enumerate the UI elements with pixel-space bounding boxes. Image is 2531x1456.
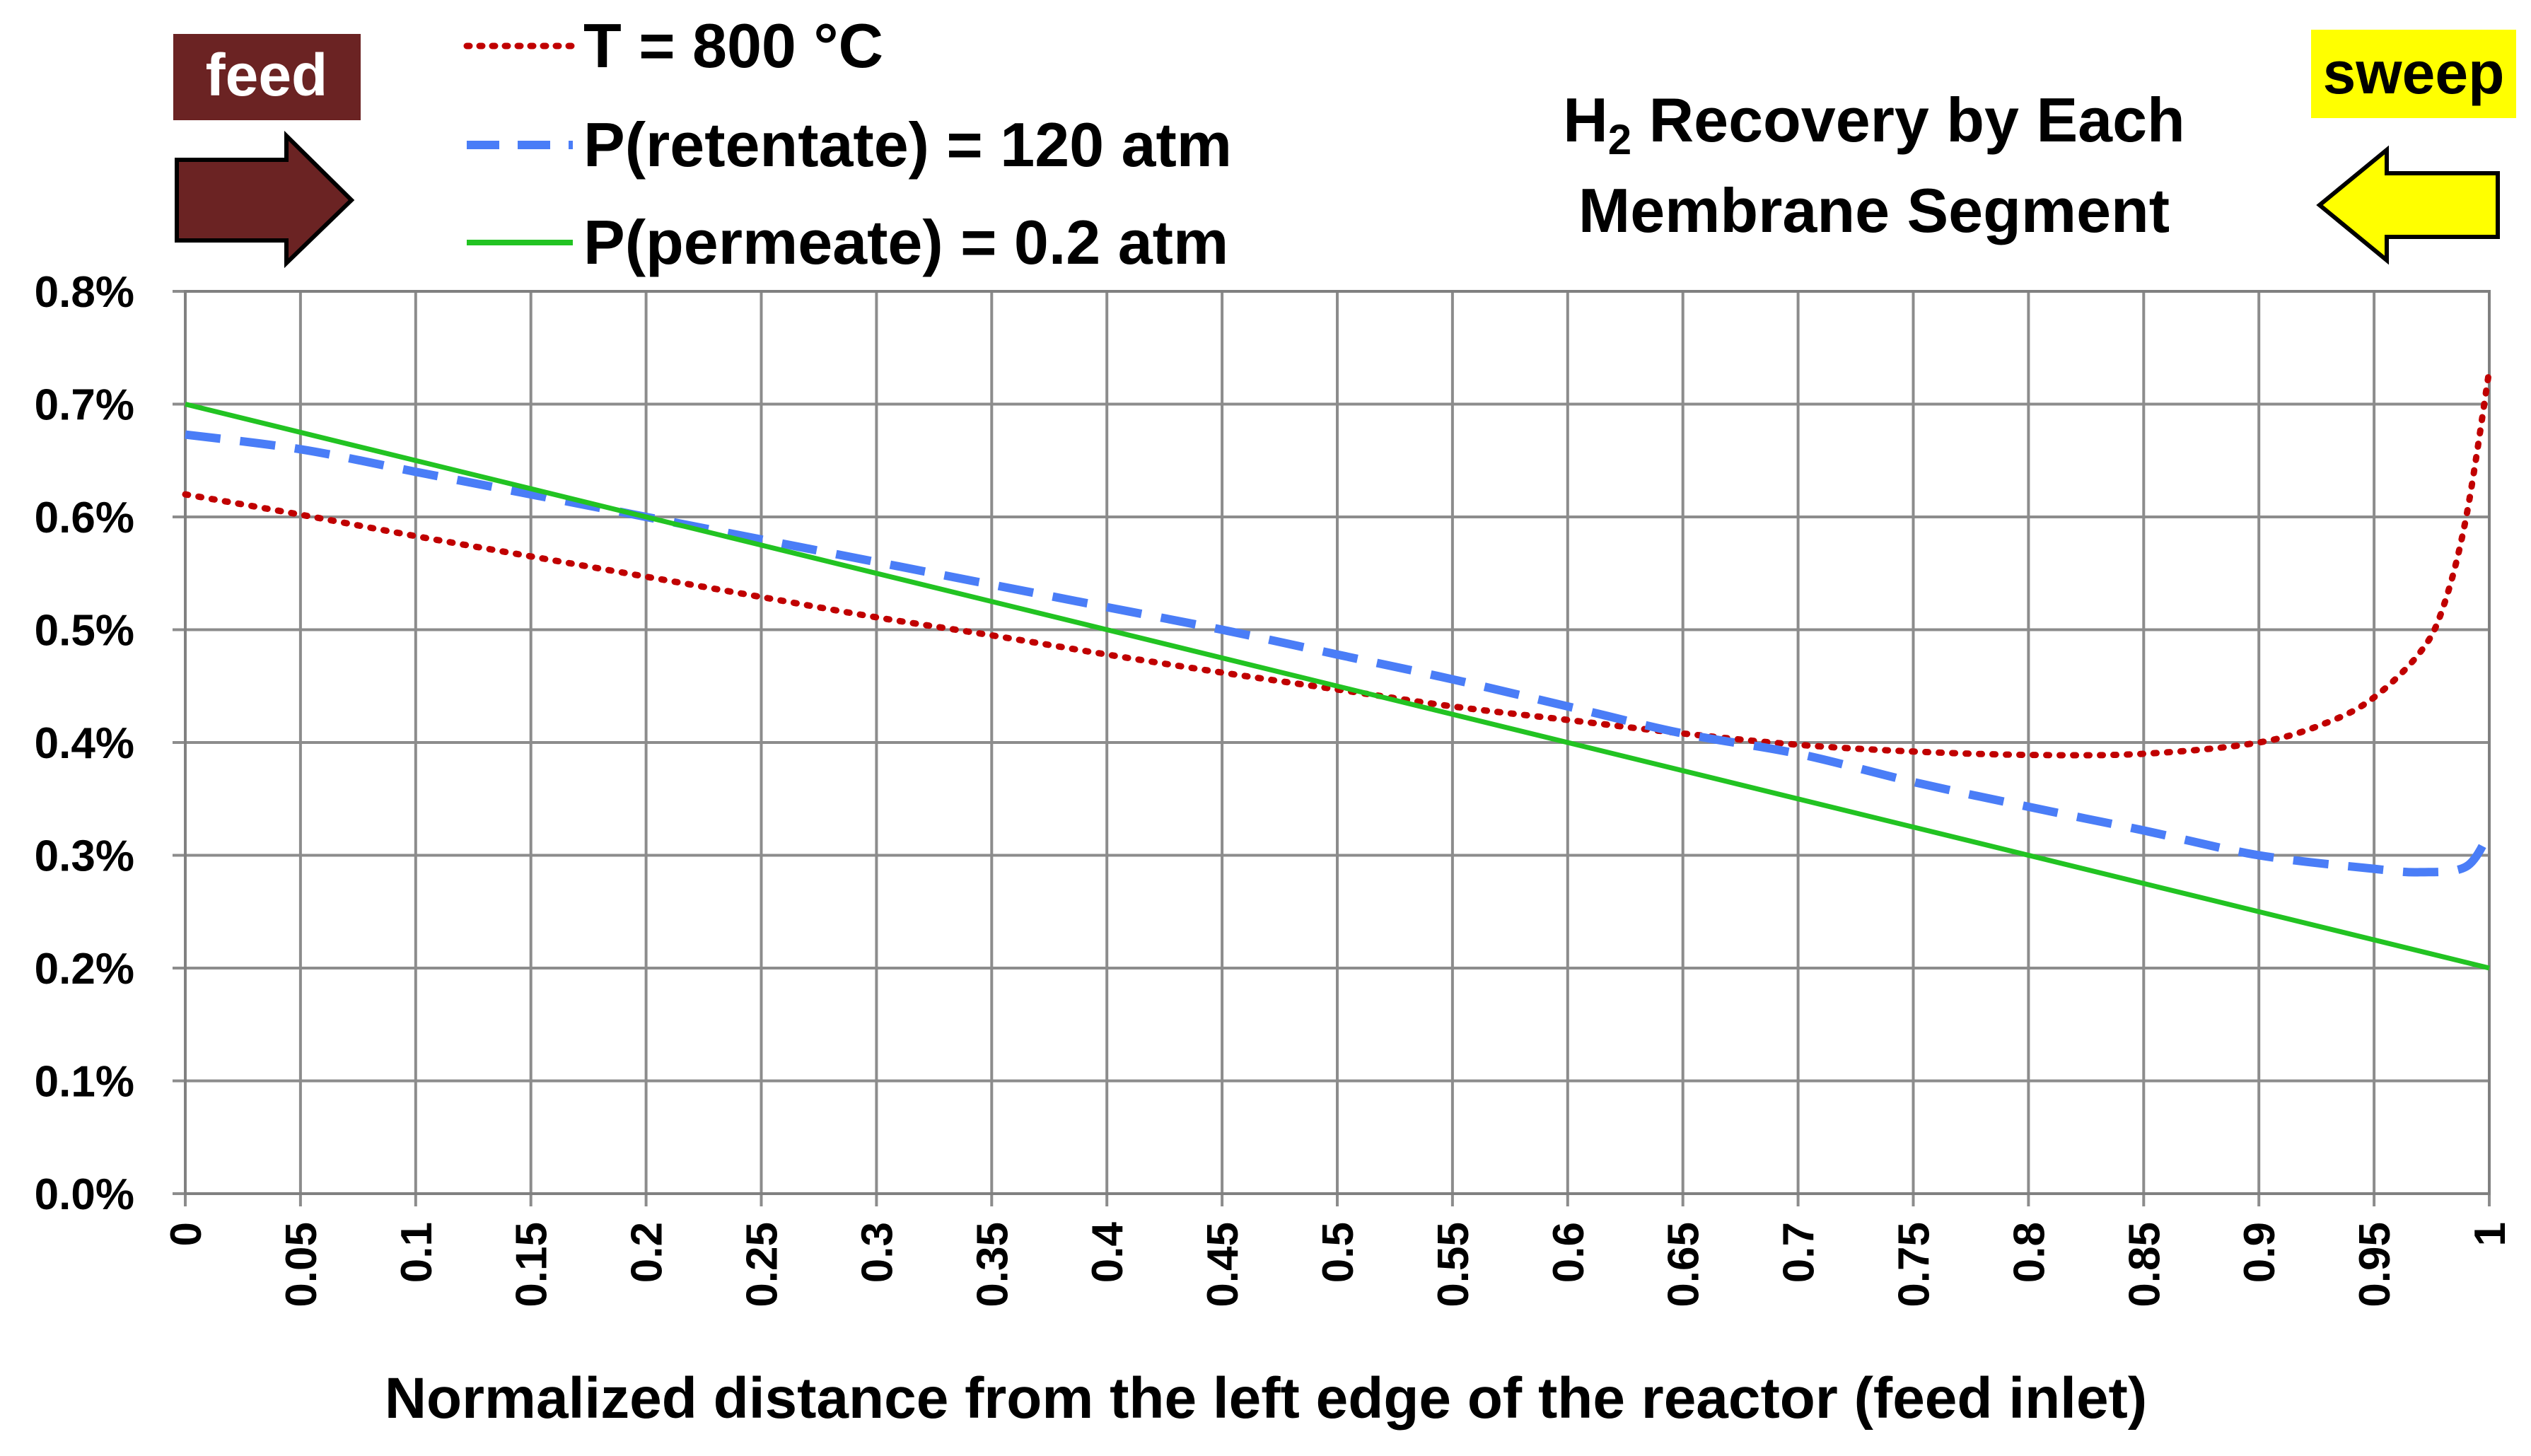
y-tick-label: 0.5% (35, 607, 134, 656)
chart-title: H2 Recovery by Each Membrane Segment (1563, 85, 2185, 245)
x-tick-label: 0.9 (2235, 1222, 2284, 1283)
x-tick-label: 0.45 (1199, 1222, 1247, 1308)
chart-title-line2: Membrane Segment (1578, 175, 2170, 245)
x-tick-label: 0.25 (738, 1222, 787, 1308)
series-line-temperature (182, 367, 2493, 759)
x-tick-label: 0.3 (853, 1222, 902, 1283)
x-tick-label: 0.95 (2351, 1222, 2399, 1308)
y-tick-label: 0.8% (35, 268, 134, 317)
x-tick-label: 0.35 (968, 1222, 1017, 1308)
x-tick-label: 0.1 (392, 1222, 441, 1283)
series-line-retentate (185, 430, 2494, 877)
x-tick-label: 0.5 (1314, 1222, 1363, 1283)
series-line-permeate (185, 402, 2490, 971)
x-tick-label: 0.85 (2120, 1222, 2169, 1308)
x-tick-label: 0.2 (623, 1222, 672, 1283)
x-tick-label: 0.05 (277, 1222, 326, 1308)
x-tick-labels: 0 0.05 0.1 0.15 0.2 0.25 0.3 0.35 0.4 0.45 0.5 0.55… (162, 1221, 2515, 1307)
x-tick-label: 1 (2466, 1222, 2515, 1246)
x-tick-label: 0.55 (1429, 1222, 1478, 1308)
x-tick-label: 0.75 (1890, 1222, 1939, 1308)
chart-title-line1: H2 Recovery by Each (1563, 85, 2185, 163)
title-rest: Recovery by Each (1631, 85, 2185, 155)
sweep-annotation: sweep (2311, 30, 2516, 265)
legend-label-retentate: P(retentate) = 120 atm (583, 110, 1232, 180)
y-tick-label: 0.4% (35, 719, 134, 768)
y-tick-label: 0.1% (35, 1058, 134, 1107)
plot-area-border (184, 290, 2491, 1195)
y-tick-label: 0.2% (35, 945, 134, 994)
feed-badge (173, 34, 361, 120)
y-tick-label: 0.3% (35, 832, 134, 881)
x-tick-label: 0.4 (1083, 1221, 1132, 1283)
legend-label-temperature: T = 800 °C (583, 11, 883, 81)
feed-annotation: feed (173, 34, 361, 269)
y-tick-label: 0.6% (35, 494, 134, 542)
y-tick-label: 0.7% (35, 381, 134, 430)
y-tick-label: 0.0% (35, 1170, 134, 1219)
feed-badge-label: feed (206, 42, 328, 108)
legend-label-permeate: P(permeate) = 0.2 atm (583, 207, 1228, 277)
x-tick-label: 0 (162, 1222, 211, 1246)
title-subscript: 2 (1608, 116, 1631, 163)
x-tick-label: 0.6 (1544, 1222, 1593, 1283)
legend: T = 800 °C P(retentate) = 120 atm P(perm… (463, 11, 1232, 277)
x-tick-label: 0.7 (1775, 1222, 1824, 1283)
x-tick-label: 0.65 (1660, 1222, 1709, 1308)
x-tick-label: 0.15 (508, 1222, 557, 1308)
x-axis-label: Normalized distance from the left edge o… (385, 1366, 2147, 1431)
x-tick-label: 0.8 (2005, 1222, 2054, 1283)
title-h: H (1563, 85, 1608, 155)
sweep-badge (2311, 30, 2516, 118)
series-lines (182, 367, 2494, 971)
sweep-arrow-icon (2316, 145, 2500, 265)
sweep-badge-label: sweep (2323, 40, 2505, 106)
feed-arrow-icon (175, 130, 355, 269)
y-tick-labels: 0.0% 0.1% 0.2% 0.3% 0.4% 0.5% 0.6% 0.7% 0.8% (35, 268, 134, 1219)
